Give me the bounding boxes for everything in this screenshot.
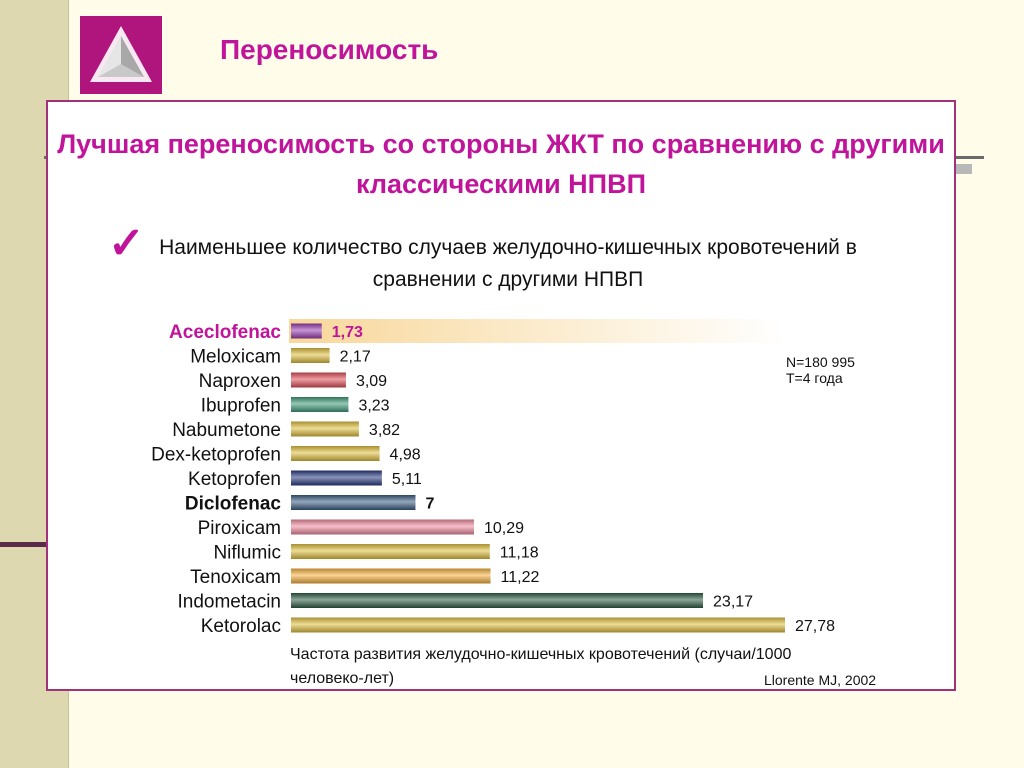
value-label: 11,18	[500, 545, 539, 562]
category-label: Diclofenac	[185, 494, 282, 515]
category-label: Dex-ketoprofen	[151, 445, 281, 466]
value-label: 1,73	[332, 324, 363, 341]
value-label: 3,23	[358, 398, 389, 415]
bar-nabumetone	[291, 421, 359, 437]
category-label: Nabumetone	[172, 420, 281, 441]
bar-dex-ketoprofen	[291, 446, 380, 461]
category-label: Aceclofenac	[169, 322, 281, 343]
bar-naproxen	[291, 372, 346, 388]
bar-ketoprofen	[291, 470, 382, 486]
category-label: Tenoxicam	[190, 567, 281, 588]
category-label: Ibuprofen	[201, 396, 281, 417]
left-decor-cap	[0, 542, 52, 547]
divider-stub	[952, 164, 972, 174]
headline: Лучшая переносимость со стороны ЖКТ по с…	[57, 129, 945, 199]
bar-niflumic	[291, 544, 490, 559]
category-label: Ketoprofen	[188, 469, 281, 490]
highlight-strip	[289, 319, 785, 343]
x-axis-title: Частота развития желудочно-кишечных кров…	[290, 646, 792, 687]
category-label: Meloxicam	[190, 347, 281, 368]
bar-ketorolac	[291, 617, 785, 633]
value-label: 3,82	[369, 422, 400, 439]
value-label: 27,78	[795, 618, 835, 635]
checkmark-icon: ✓	[108, 219, 145, 268]
duration-note: T=4 года	[786, 370, 843, 386]
bar-chart: Aceclofenac 1,73 Meloxicam 2,17 Naproxen 3,09…	[151, 319, 835, 637]
category-label: Ketorolac	[201, 616, 281, 637]
bar-tenoxicam	[291, 568, 491, 584]
bar-diclofenac	[291, 495, 416, 510]
subtitle: Наименьшее количество случаев желудочно-…	[159, 236, 857, 291]
slide-title: Переносимость	[220, 34, 439, 65]
value-label: 10,29	[484, 520, 524, 537]
value-label: 3,09	[356, 373, 387, 390]
category-label: Piroxicam	[198, 518, 281, 539]
category-label: Indometacin	[177, 592, 281, 613]
triangle-logo-icon	[80, 16, 162, 94]
source-citation: Llorente MJ, 2002	[764, 672, 877, 688]
category-label: Niflumic	[213, 543, 281, 564]
value-label: 11,22	[501, 569, 540, 586]
value-label: 4,98	[390, 447, 421, 464]
category-label: Naproxen	[199, 371, 281, 392]
bar-meloxicam	[291, 348, 330, 363]
value-label: 2,17	[340, 349, 371, 366]
bar-aceclofenac	[291, 323, 322, 339]
content-panel: Лучшая переносимость со стороны ЖКТ по с…	[46, 100, 956, 691]
value-label: 23,17	[713, 594, 753, 611]
bar-piroxicam	[291, 519, 474, 535]
bar-indometacin	[291, 593, 704, 608]
bar-ibuprofen	[291, 397, 349, 412]
sample-size-note: N=180 995	[786, 354, 855, 370]
value-label: 5,11	[392, 471, 422, 488]
value-label: 7	[425, 496, 434, 513]
